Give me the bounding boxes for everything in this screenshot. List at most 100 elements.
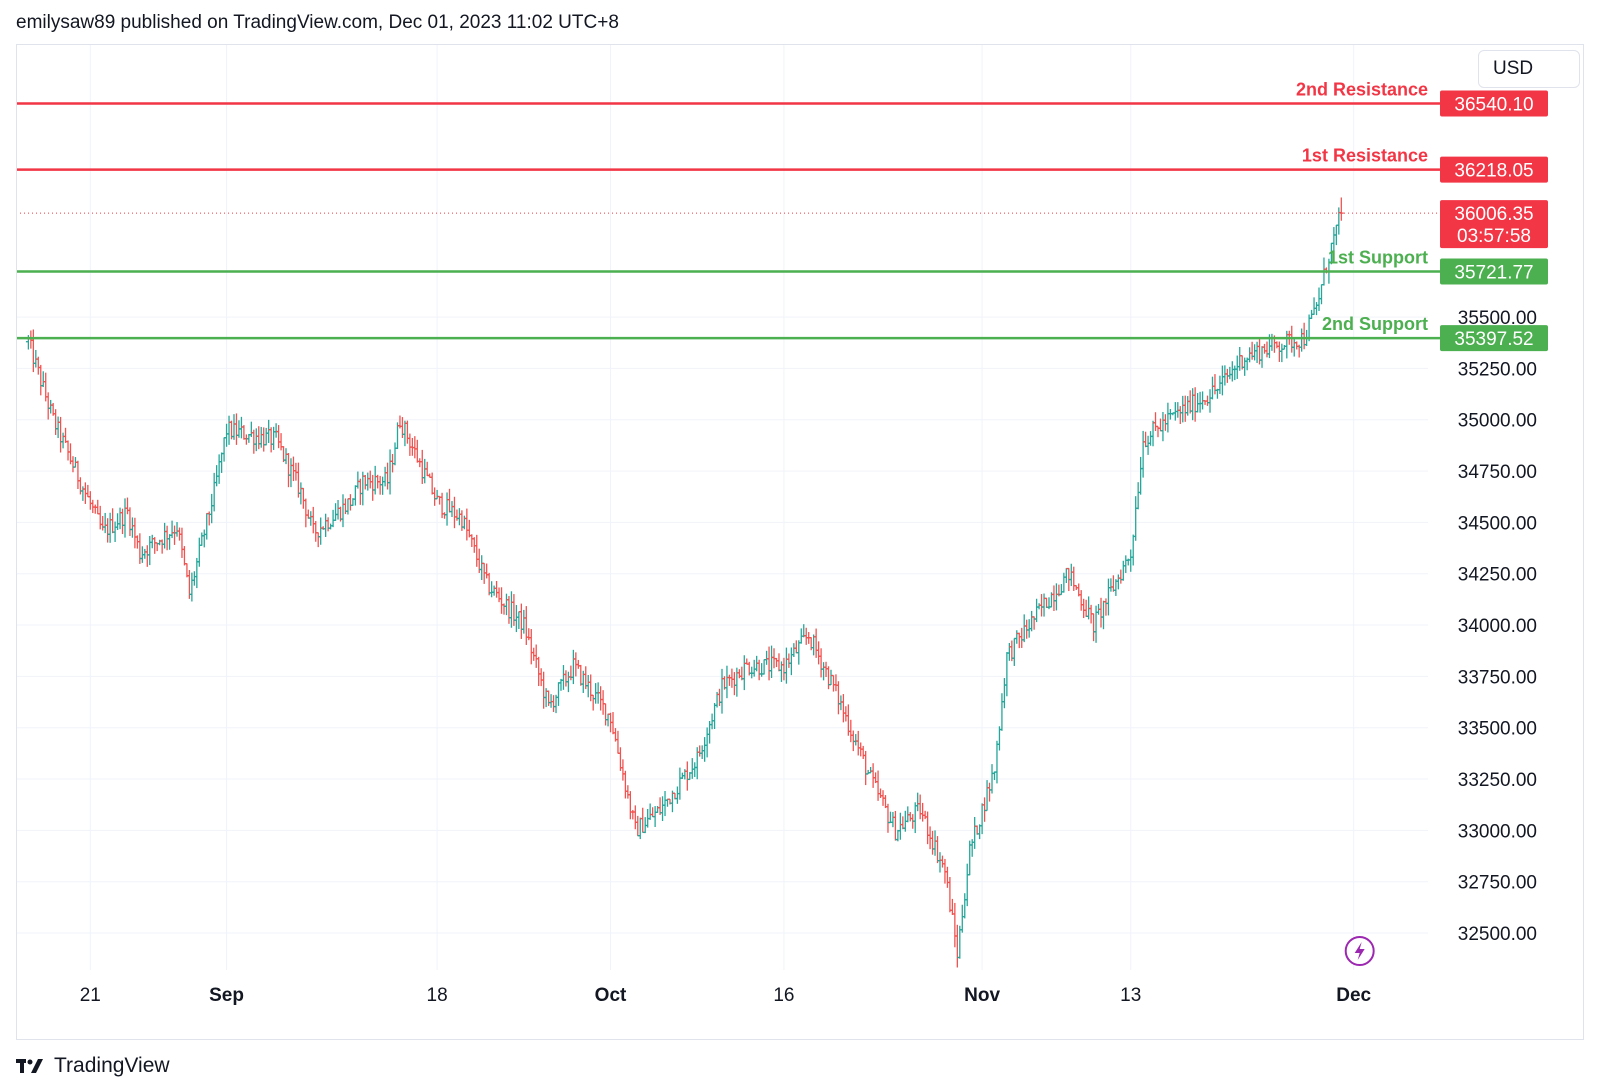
ohlc-bar bbox=[603, 703, 609, 726]
ohlc-bar bbox=[97, 505, 103, 530]
ohlc-bar bbox=[30, 329, 36, 373]
ohlc-bar bbox=[1299, 328, 1305, 352]
ohlc-bar bbox=[1177, 406, 1183, 424]
ohlc-bar bbox=[684, 761, 690, 791]
ohlc-bar bbox=[149, 534, 155, 549]
ohlc-bar bbox=[206, 511, 212, 526]
ohlc-bar bbox=[892, 810, 898, 841]
ohlc-bar bbox=[142, 548, 148, 559]
ohlc-bar bbox=[1091, 613, 1097, 642]
ohlc-bar bbox=[402, 420, 408, 447]
ohlc-bar bbox=[159, 539, 165, 554]
footer-brand[interactable]: TradingView bbox=[54, 1054, 170, 1077]
ohlc-bar bbox=[1130, 534, 1136, 566]
ohlc-bar bbox=[471, 537, 477, 553]
y-tick-label: 35000.00 bbox=[1458, 411, 1537, 432]
ohlc-bar bbox=[167, 534, 173, 550]
ohlc-bar bbox=[464, 508, 470, 541]
ohlc-bar bbox=[194, 557, 200, 589]
ohlc-bar bbox=[347, 494, 353, 511]
ohlc-bar bbox=[1182, 395, 1188, 422]
ohlc-bar bbox=[221, 437, 227, 462]
ohlc-bar bbox=[1167, 409, 1173, 420]
ohlc-bar bbox=[878, 788, 884, 798]
ohlc-bar bbox=[414, 439, 420, 463]
ohlc-bar bbox=[370, 474, 376, 501]
ohlc-bar bbox=[521, 609, 527, 634]
ohlc-bar bbox=[115, 513, 121, 531]
ohlc-bar bbox=[650, 807, 656, 818]
ohlc-bar bbox=[1004, 652, 1010, 697]
x-tick-label: Oct bbox=[595, 985, 627, 1006]
ohlc-bar bbox=[40, 371, 46, 388]
ohlc-bar bbox=[575, 659, 581, 669]
ohlc-bar bbox=[937, 852, 943, 873]
ohlc-bar bbox=[325, 517, 331, 532]
ohlc-bar bbox=[1336, 207, 1342, 235]
ohlc-bar bbox=[536, 656, 542, 687]
ohlc-bar bbox=[610, 712, 616, 735]
ohlc-bar bbox=[209, 493, 215, 524]
ohlc-bar bbox=[1103, 598, 1109, 616]
ohlc-bar bbox=[290, 456, 296, 482]
ohlc-bar bbox=[729, 668, 735, 688]
ohlc-bar bbox=[486, 572, 492, 596]
ohlc-bar bbox=[647, 803, 653, 820]
ohlc-bar bbox=[392, 442, 398, 466]
ohlc-bar bbox=[1071, 566, 1077, 591]
ohlc-bar bbox=[791, 643, 797, 658]
last-price-value: 36006.35 bbox=[1454, 204, 1533, 225]
x-tick-label: 18 bbox=[427, 985, 448, 1006]
ohlc-bar bbox=[890, 811, 896, 828]
ohlc-bar bbox=[95, 499, 101, 515]
ohlc-bar bbox=[1120, 560, 1126, 581]
ohlc-bar bbox=[298, 482, 304, 505]
ohlc-bar bbox=[419, 449, 425, 484]
ohlc-bar bbox=[860, 745, 866, 760]
ohlc-bar bbox=[724, 665, 730, 699]
publisher-caption: emilysaw89 published on TradingView.com,… bbox=[16, 12, 619, 33]
ohlc-bar bbox=[1014, 630, 1020, 644]
ohlc-bar bbox=[211, 472, 217, 512]
ohlc-bar bbox=[199, 532, 205, 546]
ohlc-bar bbox=[1123, 555, 1129, 573]
ohlc-bar bbox=[853, 734, 859, 746]
ohlc-bar bbox=[598, 686, 604, 711]
ohlc-bar bbox=[1153, 412, 1159, 431]
ohlc-bar bbox=[137, 533, 143, 564]
ohlc-bar bbox=[117, 507, 123, 530]
ohlc-bar bbox=[538, 668, 544, 687]
ohlc-bar bbox=[181, 546, 187, 566]
ohlc-bar bbox=[1192, 387, 1198, 422]
ohlc-bar bbox=[702, 737, 708, 762]
ohlc-bar bbox=[570, 649, 576, 685]
x-tick-label: Sep bbox=[209, 985, 244, 1006]
ohlc-bar bbox=[957, 925, 963, 959]
ohlc-bar bbox=[692, 762, 698, 777]
ohlc-bar bbox=[541, 671, 547, 709]
ohlc-bar bbox=[764, 650, 770, 665]
ohlc-bar bbox=[1001, 678, 1007, 709]
ohlc-bar bbox=[900, 816, 906, 830]
ohlc-bar bbox=[1311, 297, 1317, 315]
ohlc-bar bbox=[736, 669, 742, 679]
ohlc-bar bbox=[323, 513, 329, 537]
ohlc-bar bbox=[248, 421, 254, 438]
ohlc-bar bbox=[1006, 642, 1012, 661]
ohlc-bar bbox=[816, 641, 822, 665]
currency-button[interactable]: USD bbox=[1478, 50, 1580, 88]
y-tick-label: 34500.00 bbox=[1458, 513, 1537, 534]
ohlc-bar bbox=[335, 499, 341, 520]
ohlc-bar bbox=[172, 525, 178, 545]
ohlc-bar bbox=[1195, 393, 1201, 413]
support-price-tag bbox=[1440, 258, 1548, 285]
ohlc-bar bbox=[640, 807, 646, 834]
ohlc-bar bbox=[506, 596, 512, 624]
ohlc-bar bbox=[224, 423, 230, 447]
ohlc-bar bbox=[451, 496, 457, 529]
ohlc-bar bbox=[977, 824, 983, 840]
ohlc-bar bbox=[766, 646, 772, 681]
ohlc-bar bbox=[516, 611, 522, 630]
ohlc-bar bbox=[124, 497, 130, 515]
